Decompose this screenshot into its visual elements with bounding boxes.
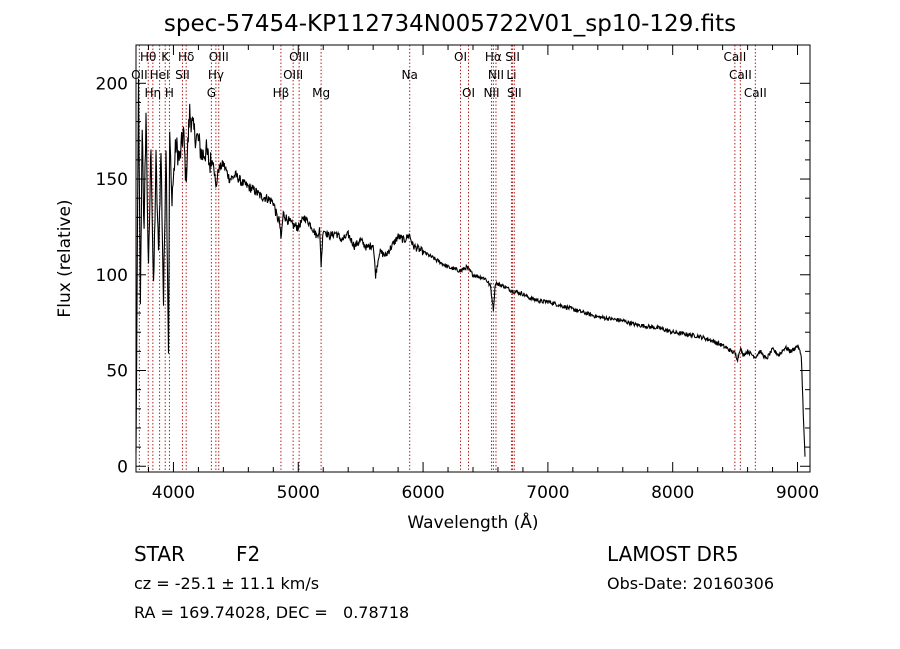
spectral-line-label: CaII [744,86,767,100]
spectral-line-label: G [207,86,216,100]
y-tick-label: 0 [117,457,128,477]
spectral-line-label: Hα [485,50,502,64]
y-tick-label: 200 [96,74,128,94]
x-axis-label: Wavelength (Å) [407,511,538,533]
spectral-line-label: SII [175,68,190,82]
spectral-line-label: Hδ [178,50,194,64]
spectral-line-label: OI [462,86,475,100]
spectral-line-label: OII [131,68,148,82]
spectral-line-label: Na [402,68,418,82]
x-tick-label: 9000 [776,483,819,503]
x-tick-label: 5000 [277,483,320,503]
object-subclass: F2 [236,542,261,566]
y-axis-label: Flux (relative) [55,199,75,317]
spectral-line-label: Hβ [273,86,290,100]
spectral-line-label: OIII [289,50,309,64]
spectral-line-label: K [161,50,170,64]
redshift-velocity: cz = -25.1 ± 11.1 km/s [134,574,320,593]
chart-title: spec-57454-KP112734N005722V01_sp10-129.f… [163,11,737,37]
spectral-line-label: HeI [150,68,170,82]
spectrum-line [135,78,806,457]
x-tick-label: 7000 [526,483,569,503]
survey-release: LAMOST DR5 [607,542,739,566]
x-tick-label: 4000 [152,483,195,503]
spectral-line-label: Hη [145,86,162,100]
y-tick-label: 50 [106,362,128,382]
plot-frame [135,44,811,473]
spectral-line-label: Hθ [140,50,156,64]
spectral-line-label: OIII [209,50,229,64]
x-tick-label: 8000 [651,483,694,503]
spectral-line-label: CaII [723,50,746,64]
spectral-line-label: NII [483,86,499,100]
object-class: STAR [134,542,185,566]
spectral-line-label: NII [488,68,504,82]
spectral-line-label: OIII [283,68,303,82]
spectral-line-label: SII [507,86,522,100]
x-tick-label: 6000 [401,483,444,503]
spectral-line-label: H [165,86,174,100]
spectral-line-label: Li [506,68,516,82]
spectral-line-label: Mg [312,86,330,100]
observation-date: Obs-Date: 20160306 [607,574,775,593]
spectral-line-label: OI [454,50,467,64]
y-tick-label: 150 [96,170,128,190]
y-tick-label: 100 [96,266,128,286]
spectral-line-label: SII [505,50,520,64]
spectral-line-label: CaII [729,68,752,82]
sky-coordinates: RA = 169.74028, DEC = 0.78718 [134,603,410,622]
spectral-line-label: Hγ [208,68,224,82]
